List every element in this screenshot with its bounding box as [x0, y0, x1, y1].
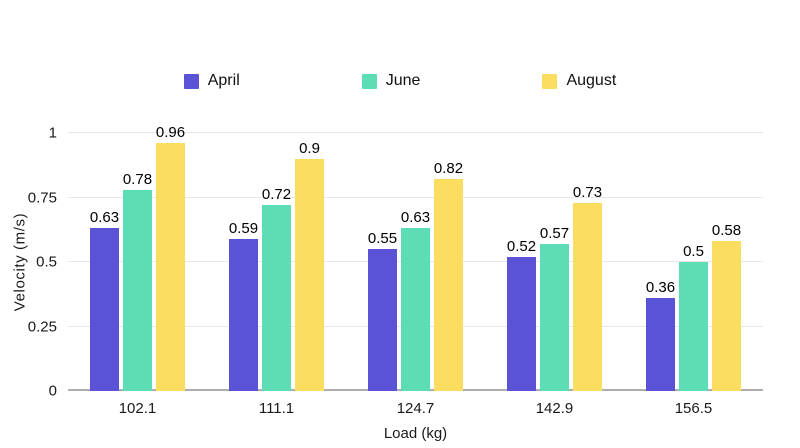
- bar-april-102.1: 0.63: [90, 210, 119, 391]
- legend-label: April: [207, 72, 240, 89]
- y-tick-label: 0.25: [27, 318, 57, 335]
- gridline: [68, 132, 763, 133]
- bar-june-156.5: 0.5: [679, 244, 708, 391]
- bar-august-156.5: 0.58: [712, 223, 741, 391]
- y-tick-label: 0: [48, 382, 57, 400]
- legend-swatch: [183, 73, 199, 89]
- y-axis-ticks: 0 0.25 0.5 0.75 1: [0, 126, 57, 399]
- bar-april-111.1: 0.59: [229, 221, 258, 391]
- bar-august-124.7: 0.82: [434, 161, 463, 391]
- x-tick-label: 124.7: [396, 400, 435, 417]
- x-tick-label: 156.5: [674, 400, 713, 417]
- y-tick-label: 0.5: [36, 253, 57, 271]
- bar-august-142.9: 0.73: [573, 185, 602, 391]
- bar-value-label: 0.96: [155, 124, 186, 142]
- bar-value-label: 0.72: [261, 186, 292, 204]
- x-tick-label: 102.1: [118, 400, 157, 417]
- bar-april-124.7: 0.55: [368, 231, 397, 391]
- y-tick-label: 1: [48, 124, 57, 142]
- bar-value-label: 0.52: [506, 237, 537, 255]
- bar-value-label: 0.63: [400, 209, 431, 227]
- legend-item-april[interactable]: April: [183, 72, 240, 90]
- bar-group-142.9: 0.52 0.57 0.73: [485, 133, 624, 391]
- bar-value-label: 0.78: [122, 170, 153, 188]
- legend-item-june[interactable]: June: [361, 72, 421, 90]
- bar-group-102.1: 0.63 0.78 0.96: [68, 125, 207, 391]
- gridline: [68, 196, 763, 198]
- plot-area: 0.63 0.78 0.96 0.59 0.72 0.9 0.55 0.63 0.82 0.52 0…: [68, 125, 763, 391]
- bar-august-102.1: 0.96: [156, 125, 185, 391]
- bar-value-label: 0.59: [228, 219, 259, 237]
- bar-value-label: 0.57: [539, 224, 570, 242]
- legend-label: June: [385, 72, 421, 89]
- bar-june-102.1: 0.78: [123, 172, 152, 391]
- x-tick-label: 142.9: [535, 400, 574, 417]
- bar-group-111.1: 0.59 0.72 0.9: [207, 133, 346, 391]
- bar-april-156.5: 0.36: [646, 280, 675, 391]
- bar-june-142.9: 0.57: [540, 226, 569, 391]
- bar-june-124.7: 0.63: [401, 210, 430, 391]
- bar-june-111.1: 0.72: [262, 187, 291, 391]
- bar-value-label: 0.82: [433, 160, 464, 178]
- bar-value-label: 0.73: [572, 183, 603, 201]
- bar-value-label: 0.58: [711, 222, 742, 240]
- bar-value-label: 0.63: [89, 209, 120, 227]
- legend-label: August: [566, 72, 617, 89]
- bar-april-142.9: 0.52: [507, 239, 536, 391]
- x-tick-label: 111.1: [258, 400, 295, 417]
- bar-august-111.1: 0.9: [295, 141, 324, 391]
- bar-value-label: 0.5: [683, 243, 704, 260]
- bar-value-label: 0.55: [367, 230, 398, 248]
- y-tick-label: 0.75: [27, 189, 57, 206]
- bar-value-label: 0.36: [645, 279, 676, 297]
- legend-swatch: [542, 73, 558, 89]
- bar-group-124.7: 0.55 0.63 0.82: [346, 133, 485, 391]
- bar-group-156.5: 0.36 0.5 0.58: [624, 133, 763, 391]
- chart-legend: April June August: [0, 72, 800, 90]
- legend-swatch: [361, 73, 377, 89]
- bar-value-label: 0.9: [299, 139, 320, 157]
- legend-item-august[interactable]: August: [542, 72, 616, 90]
- x-axis-title: Load (kg): [383, 425, 448, 442]
